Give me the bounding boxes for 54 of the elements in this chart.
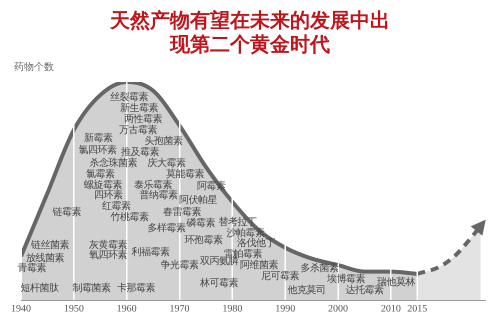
annotation: 灰黄霉素 bbox=[89, 240, 128, 250]
annotation: 瑞他莫林 bbox=[377, 276, 416, 288]
annotation: 庆大霉素 bbox=[147, 158, 186, 169]
annotation: 短杆菌肽 bbox=[20, 283, 58, 294]
annotation: 争光霉素 bbox=[160, 260, 199, 272]
annotation: 阿维菌素 bbox=[240, 260, 278, 272]
annotation: 万古霉素 bbox=[118, 125, 157, 136]
annotation: 螺旋霉素 bbox=[84, 180, 122, 191]
annotation: 氯四环素 bbox=[78, 144, 117, 156]
annotation: 氧四环素 bbox=[89, 250, 128, 262]
annotation: 竹桃霉素 bbox=[110, 212, 148, 224]
annotation: 两性霉素 bbox=[124, 114, 162, 126]
annotation: 头孢菌素 bbox=[144, 136, 183, 147]
annotation: 四环素 bbox=[94, 190, 122, 202]
chart-title: 天然产物有望在未来的发展中出现第二个黄金时代 bbox=[108, 8, 391, 56]
x-tick-label: 1960 bbox=[116, 304, 137, 315]
annotation: 尼可霉素 bbox=[260, 271, 299, 282]
annotation: 阿伏帕星 bbox=[179, 194, 218, 206]
annotation: 普纳霉素 bbox=[139, 190, 178, 202]
x-tick-label: 2015 bbox=[407, 304, 428, 315]
annotation: 氯霉素 bbox=[86, 168, 114, 180]
annotation: 埃博霉素 bbox=[326, 274, 365, 286]
annotation: 红霉素 bbox=[102, 201, 130, 212]
annotation: 链霉素 bbox=[52, 206, 82, 218]
annotation: 环孢霉素 bbox=[184, 235, 222, 246]
annotation: 他克莫司 bbox=[287, 285, 326, 296]
annotation: 达托霉素 bbox=[345, 285, 384, 296]
annotation: 泰乐霉素 bbox=[134, 180, 172, 191]
annotation: 多杀菌素 bbox=[300, 263, 339, 274]
x-tick-label: 2000 bbox=[328, 304, 348, 315]
annotation: 新生霉素 bbox=[120, 103, 158, 114]
annotation: 莫能霉素 bbox=[166, 168, 204, 180]
x-tick-label: 1940 bbox=[11, 304, 31, 315]
x-tick-label: 1970 bbox=[170, 304, 190, 315]
annotation: 卡那霉素 bbox=[117, 283, 156, 294]
x-tick-label: 1980 bbox=[222, 304, 242, 315]
annotation: 杀念珠菌素 bbox=[90, 158, 138, 169]
annotation: 推及霉素 bbox=[120, 146, 159, 158]
annotation: 春雷霉素 bbox=[163, 206, 202, 218]
y-axis-title: 药物个数 bbox=[14, 60, 54, 74]
annotation: 链丝菌素 bbox=[31, 240, 70, 250]
annotation: 林可霉素 bbox=[200, 278, 238, 289]
annotation: 青霉素 bbox=[17, 263, 46, 274]
x-tick-label: 1990 bbox=[275, 304, 296, 315]
annotation: 放线菌素 bbox=[26, 252, 64, 264]
x-tick-label: 2010 bbox=[380, 304, 401, 315]
annotation: 丝裂霉素 bbox=[110, 92, 148, 104]
x-tick-label: 1950 bbox=[64, 304, 84, 315]
annotation: 磷霉素 bbox=[186, 218, 215, 229]
annotation: 制霉菌素 bbox=[72, 283, 110, 294]
annotation: 多样霉素 bbox=[147, 223, 186, 234]
annotation: 利福霉素 bbox=[131, 247, 170, 258]
annotation: 新霉素 bbox=[84, 132, 112, 144]
annotation: 洛伐他丁 bbox=[237, 238, 276, 250]
